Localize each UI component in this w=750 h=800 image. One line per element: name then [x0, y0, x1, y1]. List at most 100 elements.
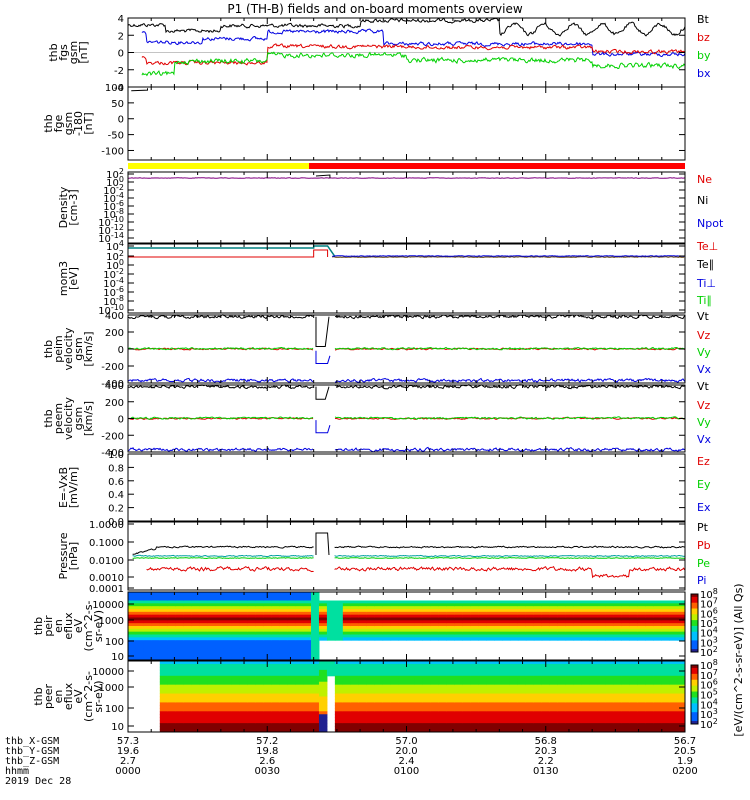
peer-cell [549, 678, 559, 683]
peer-cell [501, 699, 511, 703]
peer-cell [263, 723, 272, 727]
peer-cell [271, 669, 280, 674]
peer-cell [159, 669, 169, 674]
peir-cell [303, 600, 312, 604]
peir-cell [414, 617, 423, 621]
peer-cell [390, 678, 400, 683]
peir-cell [478, 600, 487, 604]
peer-cell [366, 711, 376, 715]
peer-cell [509, 729, 519, 733]
pressure-pe-line [132, 556, 685, 560]
peer-cell [653, 675, 662, 680]
peir-cell [287, 643, 296, 647]
peim-vx-dip [315, 350, 331, 364]
peer-cell [613, 693, 622, 697]
peer-cell [207, 669, 217, 674]
peir-cell [581, 628, 591, 633]
peir-cell [486, 611, 495, 616]
peir-cell [175, 626, 185, 630]
peer-cell [462, 714, 471, 718]
peer-cell [318, 699, 328, 703]
peir-cell [573, 617, 583, 621]
peir-cell [613, 637, 622, 641]
peim-panel-ytick-label: 200 [105, 328, 124, 339]
peer-cell [661, 678, 670, 683]
peer-cell [398, 723, 407, 727]
peem-panel-ylabel: thb [42, 409, 55, 427]
peir-cell [239, 620, 248, 624]
peir-cell [334, 617, 344, 621]
peer-cell [422, 684, 431, 689]
peir-cell [271, 628, 280, 633]
peer-cell [358, 705, 368, 709]
peir-cell [318, 626, 328, 630]
peir-cell [342, 611, 352, 616]
colorbar-label: [eV/(cm^2-s-sr-eV)] (All Qs) [732, 583, 745, 736]
peer-cell [382, 726, 392, 730]
peer-cell [422, 711, 431, 715]
peir-cell [287, 600, 296, 604]
peer-cell [342, 702, 352, 706]
peer-cell [255, 726, 264, 730]
pressure-panel-ytick-label: 0.1000 [89, 538, 124, 549]
peer-cell [557, 726, 567, 730]
peer-cell [486, 678, 495, 683]
peer-cell [470, 669, 479, 674]
peir-cell [223, 609, 232, 613]
peir-cell [597, 626, 606, 630]
peir-cell [207, 600, 217, 604]
peer-cell [279, 672, 288, 677]
peir-cell [215, 603, 224, 607]
peir-cell [167, 626, 177, 630]
peir-cell [231, 657, 240, 661]
peer-colorbar-swatch [691, 676, 698, 679]
peer-cell [311, 678, 320, 683]
peir-cell [326, 609, 336, 613]
peir-cell [398, 628, 407, 633]
peir-cell [199, 592, 209, 596]
peir-cell [199, 611, 209, 616]
peir-cell [549, 606, 559, 610]
peir-cell [223, 600, 232, 604]
peer-cell [653, 678, 662, 683]
peer-cell [494, 661, 503, 665]
peer-cell [350, 717, 360, 721]
peer-cell [573, 702, 583, 706]
peer-cell [605, 726, 614, 730]
peir-cell [215, 620, 224, 624]
fge-panel-ylabel: -180 [72, 111, 85, 136]
peer-cell [414, 714, 423, 718]
peer-colorbar-swatch [691, 666, 698, 669]
peer-cell [318, 661, 328, 665]
peer-cell [613, 705, 622, 709]
peir-cell [486, 606, 495, 610]
peir-cell [446, 623, 455, 627]
peir-cell [486, 617, 495, 621]
peer-cell [318, 705, 328, 709]
peer-cell [390, 666, 400, 671]
peir-cell [215, 651, 224, 655]
peir-cell [589, 637, 598, 641]
peir-cell [525, 614, 535, 618]
peer-cell [303, 666, 312, 671]
peir-cell [223, 620, 232, 624]
peer-cell [478, 720, 487, 724]
peer-cell [303, 684, 312, 689]
peer-cell [501, 663, 511, 668]
peer-cell [541, 720, 551, 724]
peer-colorbar-swatch [691, 681, 698, 684]
peer-cell [637, 669, 646, 674]
peir-cell [128, 651, 137, 655]
peir-cell [159, 592, 169, 596]
peir-cell [207, 637, 217, 641]
peir-cell [151, 640, 161, 644]
peer-cell [669, 672, 678, 677]
peer-cell [541, 702, 551, 706]
peer-cell [303, 663, 312, 668]
peir-cell [231, 617, 240, 621]
peer-cell [509, 661, 519, 665]
peer-cell [621, 696, 630, 700]
peer-cell [334, 661, 344, 665]
peer-cell [271, 714, 280, 718]
peir-cell [255, 628, 264, 633]
